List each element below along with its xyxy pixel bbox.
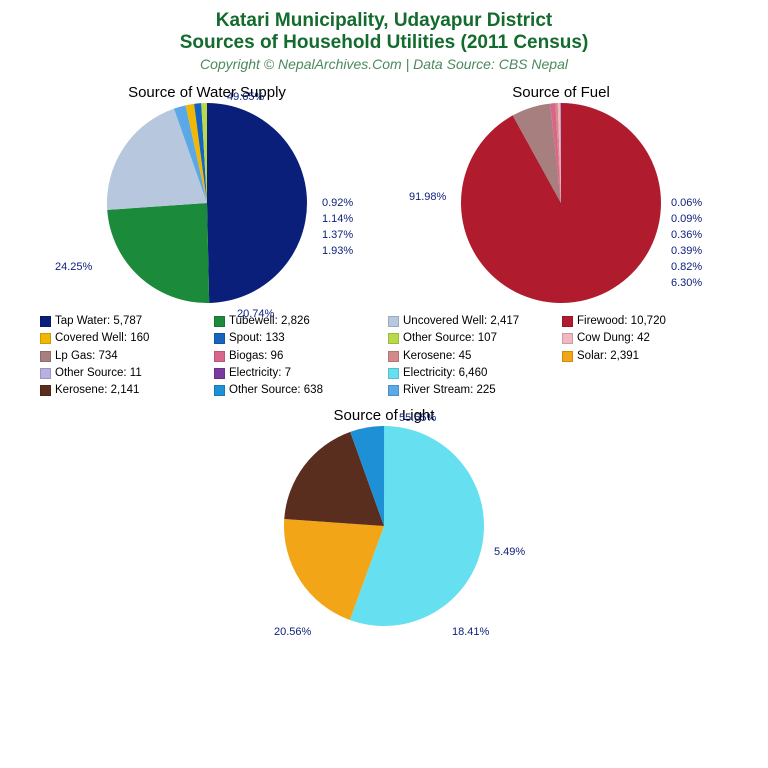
legend-label: Cow Dung: 42: [577, 330, 650, 347]
legend-swatch: [562, 351, 573, 362]
legend-label: Covered Well: 160: [55, 330, 149, 347]
pie-label: 0.82%: [671, 261, 702, 273]
legend-swatch: [388, 316, 399, 327]
legend-item: Lp Gas: 734: [40, 348, 206, 365]
legend-item: Solar: 2,391: [562, 348, 728, 365]
legend-item: Kerosene: 2,141: [40, 382, 206, 399]
legend-label: Other Source: 11: [55, 365, 142, 382]
legend-item: Kerosene: 45: [388, 348, 554, 365]
pie-label: 20.56%: [274, 626, 311, 638]
legend-item: River Stream: 225: [388, 382, 554, 399]
legend-swatch: [214, 333, 225, 344]
water-pie: 49.65%24.25%20.74%1.93%1.37%1.14%0.92%: [107, 103, 307, 303]
legend-label: Solar: 2,391: [577, 348, 639, 365]
light-chart-title: Source of Light: [224, 407, 544, 424]
pie-label: 1.93%: [322, 245, 353, 257]
legend-swatch: [562, 316, 573, 327]
light-chart: Source of Light 55.55%5.49%18.41%20.56%: [224, 407, 544, 626]
legend-label: Biogas: 96: [229, 348, 283, 365]
pie-slice: [107, 203, 209, 303]
legend-item: Uncovered Well: 2,417: [388, 313, 554, 330]
legend-label: Lp Gas: 734: [55, 348, 118, 365]
legend-item: Cow Dung: 42: [562, 330, 728, 347]
pie-label: 49.65%: [227, 91, 264, 103]
legend-swatch: [40, 351, 51, 362]
legend-label: Kerosene: 2,141: [55, 382, 139, 399]
legend-item: Electricity: 6,460: [388, 365, 554, 382]
legend-swatch: [388, 333, 399, 344]
pie-label: 0.92%: [322, 197, 353, 209]
legend-item: Spout: 133: [214, 330, 380, 347]
legend-label: Other Source: 638: [229, 382, 323, 399]
legend-swatch: [214, 351, 225, 362]
title-line-1: Katari Municipality, Udayapur District: [0, 10, 768, 32]
pie-label: 24.25%: [55, 261, 92, 273]
pie-label: 18.41%: [452, 626, 489, 638]
legend-swatch: [562, 333, 573, 344]
legend-swatch: [214, 368, 225, 379]
legend-swatch: [214, 316, 225, 327]
legend-swatch: [214, 385, 225, 396]
subtitle: Copyright © NepalArchives.Com | Data Sou…: [0, 56, 768, 72]
title-line-2: Sources of Household Utilities (2011 Cen…: [0, 32, 768, 54]
legend-item: Other Source: 11: [40, 365, 206, 382]
legend-swatch: [40, 385, 51, 396]
fuel-pie: 91.98%6.30%0.82%0.39%0.36%0.09%0.06%: [461, 103, 661, 303]
pie-label: 1.37%: [322, 229, 353, 241]
legend-swatch: [40, 368, 51, 379]
light-pie: 55.55%5.49%18.41%20.56%: [284, 426, 484, 626]
pie-slice: [207, 103, 307, 303]
pie-label: 1.14%: [322, 213, 353, 225]
pie-label: 0.09%: [671, 213, 702, 225]
legend-label: Electricity: 7: [229, 365, 291, 382]
legend-item: Covered Well: 160: [40, 330, 206, 347]
legend-label: Spout: 133: [229, 330, 285, 347]
legend-label: Tap Water: 5,787: [55, 313, 142, 330]
fuel-chart-title: Source of Fuel: [401, 84, 721, 101]
pie-label: 6.30%: [671, 277, 702, 289]
title-block: Katari Municipality, Udayapur District S…: [0, 0, 768, 72]
pie-label: 55.55%: [399, 412, 436, 424]
legend-label: River Stream: 225: [403, 382, 496, 399]
legend-item: Other Source: 638: [214, 382, 380, 399]
legend-swatch: [388, 351, 399, 362]
legend-item: Electricity: 7: [214, 365, 380, 382]
pie-label: 91.98%: [409, 191, 446, 203]
pie-label: 0.39%: [671, 245, 702, 257]
legend-swatch: [40, 333, 51, 344]
legend-item: Firewood: 10,720: [562, 313, 728, 330]
legend-swatch: [388, 368, 399, 379]
legend-label: Electricity: 6,460: [403, 365, 487, 382]
legend-label: Uncovered Well: 2,417: [403, 313, 519, 330]
legend-item: Other Source: 107: [388, 330, 554, 347]
water-chart: Source of Water Supply 49.65%24.25%20.74…: [47, 84, 367, 303]
legend-swatch: [40, 316, 51, 327]
legend-label: Firewood: 10,720: [577, 313, 666, 330]
pie-label: 5.49%: [494, 546, 525, 558]
legend-swatch: [388, 385, 399, 396]
water-chart-title: Source of Water Supply: [47, 84, 367, 101]
legend-label: Kerosene: 45: [403, 348, 471, 365]
legend-item: Tap Water: 5,787: [40, 313, 206, 330]
legend-label: Other Source: 107: [403, 330, 497, 347]
fuel-chart: Source of Fuel 91.98%6.30%0.82%0.39%0.36…: [401, 84, 721, 303]
legend-item: Biogas: 96: [214, 348, 380, 365]
pie-label: 20.74%: [237, 308, 274, 320]
pie-label: 0.36%: [671, 229, 702, 241]
pie-label: 0.06%: [671, 197, 702, 209]
legend: Tap Water: 5,787Covered Well: 160Lp Gas:…: [40, 313, 728, 399]
top-charts-row: Source of Water Supply 49.65%24.25%20.74…: [0, 84, 768, 303]
